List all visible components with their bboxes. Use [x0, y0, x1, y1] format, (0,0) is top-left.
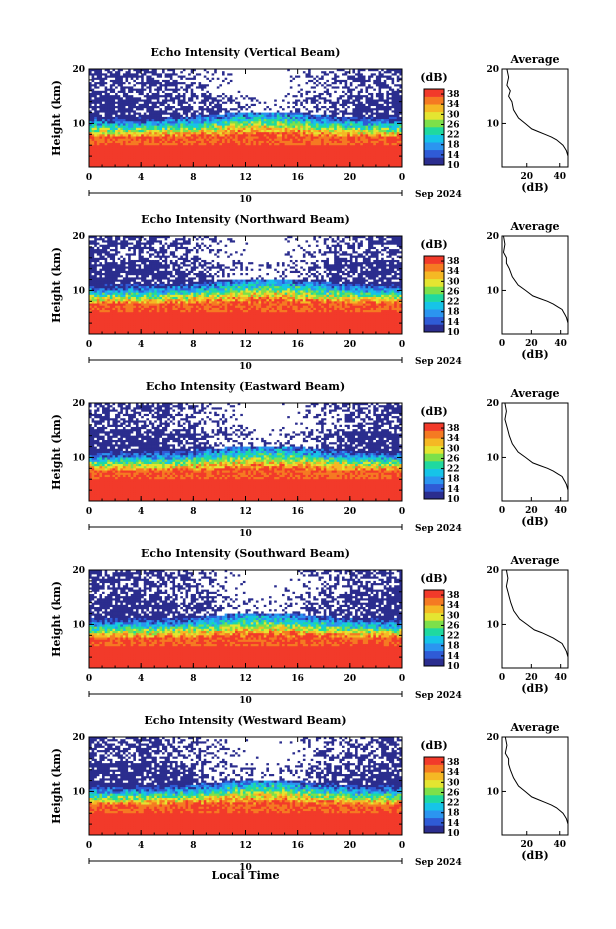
panel-1: Echo Intensity (Vertical Beam)1020Height…	[50, 46, 568, 205]
echo-intensity-figure: Echo Intensity (Vertical Beam)1020Height…	[0, 0, 616, 929]
panel-title: Echo Intensity (Vertical Beam)	[150, 46, 340, 59]
heatmap-cells	[89, 69, 402, 167]
